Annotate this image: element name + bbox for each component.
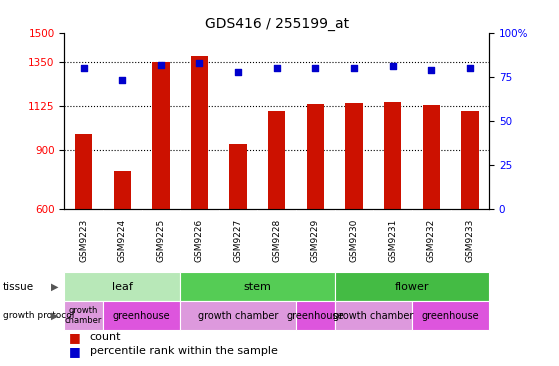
Point (349, 65, 358, 71)
Text: percentile rank within the sample: percentile rank within the sample (90, 347, 278, 356)
Text: ■: ■ (69, 345, 80, 358)
Bar (180, 301, 296, 330)
Bar (384, 102, 401, 209)
Title: GDS416 / 255199_at: GDS416 / 255199_at (205, 16, 349, 30)
Bar (191, 56, 208, 209)
Bar (64, 272, 180, 301)
Text: leaf: leaf (112, 282, 132, 292)
Text: GSM9229: GSM9229 (311, 219, 320, 262)
Bar (103, 301, 180, 330)
Point (465, 65, 474, 71)
Point (195, 60, 204, 66)
Text: GSM9233: GSM9233 (465, 219, 475, 262)
Bar (461, 111, 479, 209)
Bar (345, 103, 363, 209)
Text: ▶: ▶ (51, 311, 59, 321)
Text: GSM9224: GSM9224 (118, 219, 127, 262)
Text: growth chamber: growth chamber (198, 311, 278, 321)
Bar (152, 62, 169, 209)
Text: ▶: ▶ (51, 282, 59, 292)
Text: flower: flower (395, 282, 429, 292)
Point (157, 61, 165, 67)
Text: greenhouse: greenhouse (113, 311, 170, 321)
Bar (335, 272, 489, 301)
Point (234, 69, 243, 75)
Point (118, 78, 127, 83)
Bar (412, 301, 489, 330)
Text: growth chamber: growth chamber (333, 311, 414, 321)
Bar (307, 104, 324, 209)
Text: GSM9225: GSM9225 (157, 219, 165, 262)
Bar (180, 272, 335, 301)
Text: stem: stem (244, 282, 271, 292)
Bar (335, 301, 412, 330)
Text: greenhouse: greenhouse (421, 311, 479, 321)
Text: GSM9227: GSM9227 (234, 219, 243, 262)
Text: tissue: tissue (3, 282, 34, 292)
Bar (75, 134, 92, 209)
Text: growth
chamber: growth chamber (65, 306, 102, 325)
Bar (64, 301, 103, 330)
Text: GSM9223: GSM9223 (79, 219, 88, 262)
Bar (113, 171, 131, 209)
Text: count: count (90, 332, 121, 342)
Point (311, 65, 320, 71)
Bar (229, 144, 247, 209)
Bar (296, 301, 335, 330)
Text: GSM9232: GSM9232 (427, 219, 435, 262)
Bar (268, 111, 286, 209)
Text: GSM9226: GSM9226 (195, 219, 204, 262)
Text: greenhouse: greenhouse (287, 311, 344, 321)
Point (79, 65, 88, 71)
Bar (423, 105, 440, 209)
Point (388, 63, 397, 69)
Point (272, 65, 281, 71)
Text: growth protocol: growth protocol (3, 311, 74, 320)
Text: ■: ■ (69, 330, 80, 344)
Point (427, 67, 435, 73)
Text: GSM9228: GSM9228 (272, 219, 281, 262)
Text: GSM9230: GSM9230 (349, 219, 358, 262)
Text: GSM9231: GSM9231 (388, 219, 397, 262)
